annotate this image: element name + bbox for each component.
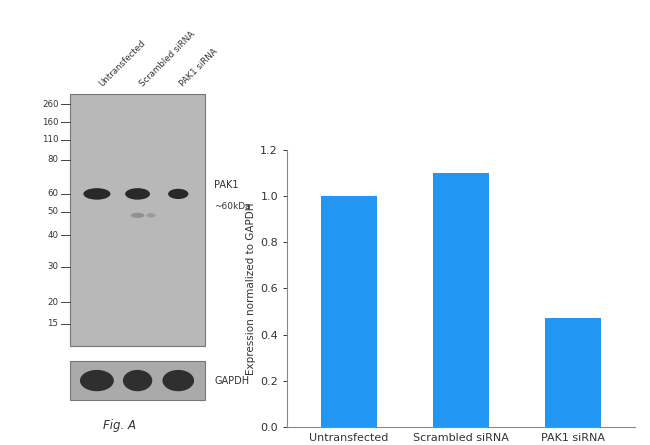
Text: 30: 30 bbox=[47, 263, 58, 271]
Ellipse shape bbox=[80, 370, 114, 391]
Text: 160: 160 bbox=[42, 117, 58, 126]
Text: GAPDH: GAPDH bbox=[214, 376, 250, 385]
Bar bbox=[433, 173, 489, 427]
Text: 15: 15 bbox=[47, 319, 58, 328]
Text: 40: 40 bbox=[47, 231, 58, 240]
Text: PAK1 siRNA: PAK1 siRNA bbox=[178, 46, 220, 88]
Ellipse shape bbox=[83, 188, 111, 200]
Text: 260: 260 bbox=[42, 100, 58, 109]
Ellipse shape bbox=[168, 189, 188, 199]
Text: Scrambled siRNA: Scrambled siRNA bbox=[138, 29, 196, 88]
Bar bbox=[320, 196, 377, 427]
Text: Fig. A: Fig. A bbox=[103, 419, 136, 432]
Text: 110: 110 bbox=[42, 135, 58, 144]
Ellipse shape bbox=[131, 213, 144, 218]
Bar bbox=[545, 319, 601, 427]
Ellipse shape bbox=[123, 370, 152, 391]
Ellipse shape bbox=[147, 213, 155, 218]
Text: PAK1: PAK1 bbox=[214, 180, 239, 190]
Text: Untransfected: Untransfected bbox=[97, 38, 147, 88]
Bar bbox=[70, 361, 205, 400]
Text: ~60kDa: ~60kDa bbox=[214, 202, 251, 211]
Ellipse shape bbox=[125, 188, 150, 200]
Text: 50: 50 bbox=[47, 207, 58, 216]
Text: 80: 80 bbox=[47, 155, 58, 164]
Text: 60: 60 bbox=[47, 190, 58, 198]
Bar bbox=[70, 94, 205, 346]
Y-axis label: Expression normalized to GAPDH: Expression normalized to GAPDH bbox=[246, 202, 256, 375]
Ellipse shape bbox=[162, 370, 194, 391]
Text: 20: 20 bbox=[47, 298, 58, 307]
